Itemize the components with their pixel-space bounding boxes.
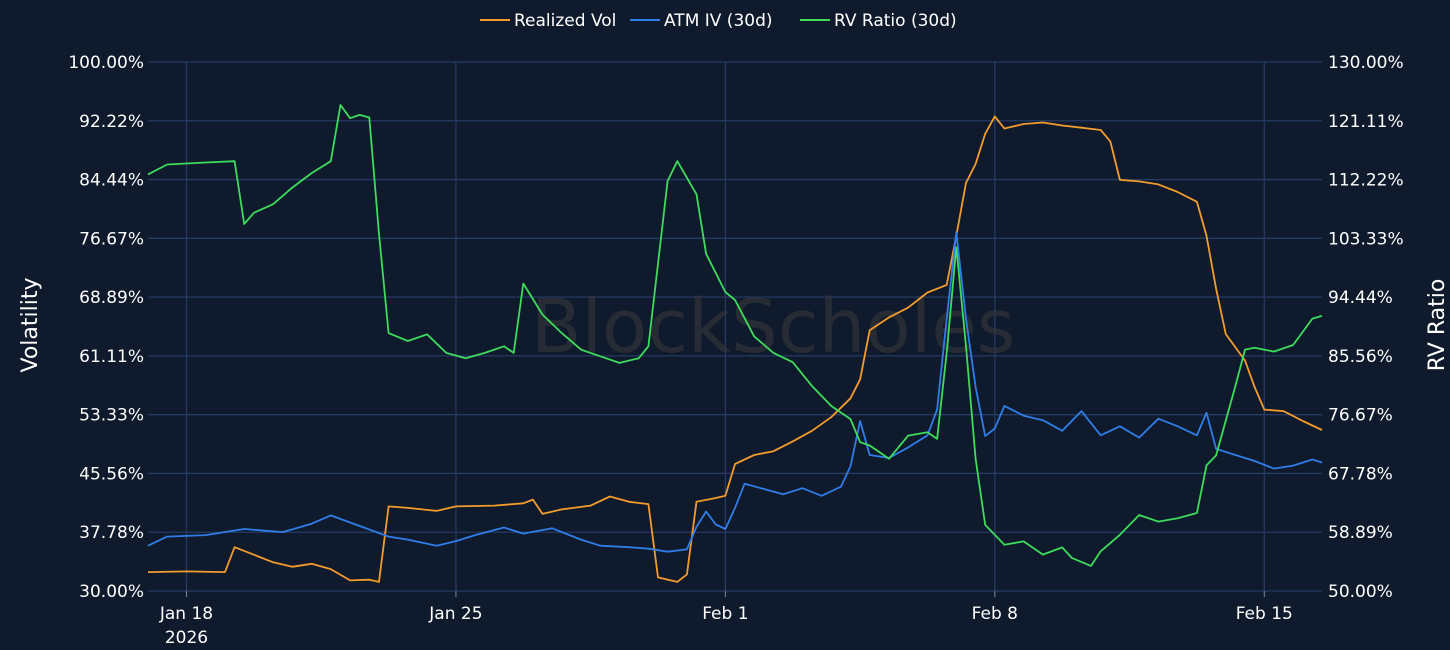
left-axis-title: Volatility [18,277,43,372]
legend-label: Realized Vol [514,11,616,31]
left-tick-label: 84.44% [79,171,144,191]
right-tick-label: 103.33% [1328,229,1404,249]
right-axis-title: RV Ratio [1425,279,1450,372]
series-line [147,115,1323,583]
right-tick-label: 130.00% [1328,53,1404,73]
x-tick-label: Jan 25 [428,604,482,624]
right-tick-label: 85.56% [1328,347,1393,367]
right-tick-label: 58.89% [1328,523,1393,543]
x-tick-label: Feb 8 [972,604,1018,624]
right-tick-label: 94.44% [1328,288,1393,308]
series-layer [147,104,1323,583]
x-tick-sublabel: 2026 [165,628,208,648]
left-axis-ticks: 30.00% 37.78% 45.56% 53.33% 61.11% 68.89% 76.6… [68,53,144,602]
grid [148,61,1322,597]
left-tick-label: 53.33% [79,406,144,426]
legend: Realized Vol ATM IV (30d) RV Ratio (30d) [480,11,957,31]
left-tick-label: 37.78% [79,523,144,543]
legend-label: ATM IV (30d) [664,11,773,31]
x-tick-label: Feb 1 [702,604,748,624]
x-tick-label: Jan 18 [159,604,213,624]
left-tick-label: 92.22% [79,112,144,132]
legend-label: RV Ratio (30d) [834,11,957,31]
left-tick-label: 30.00% [79,582,144,602]
left-tick-label: 100.00% [68,53,144,73]
right-tick-label: 121.11% [1328,112,1404,132]
series-line [147,231,1323,553]
left-tick-label: 45.56% [79,464,144,484]
left-tick-label: 61.11% [79,347,144,367]
watermark: BlockScholes [531,284,1016,370]
right-tick-label: 50.00% [1328,582,1393,602]
right-tick-label: 76.67% [1328,406,1393,426]
x-tick-label: Feb 15 [1236,604,1293,624]
right-tick-label: 67.78% [1328,464,1393,484]
left-tick-label: 76.67% [79,229,144,249]
x-axis-ticks: Jan 18 2026 Jan 25 Feb 1 Feb 8 Feb 15 [159,604,1293,648]
left-tick-label: 68.89% [79,288,144,308]
right-tick-label: 112.22% [1328,171,1404,191]
series-line [147,104,1323,567]
right-axis-ticks: 50.00% 58.89% 67.78% 76.67% 85.56% 94.44% 103.… [1328,53,1404,602]
